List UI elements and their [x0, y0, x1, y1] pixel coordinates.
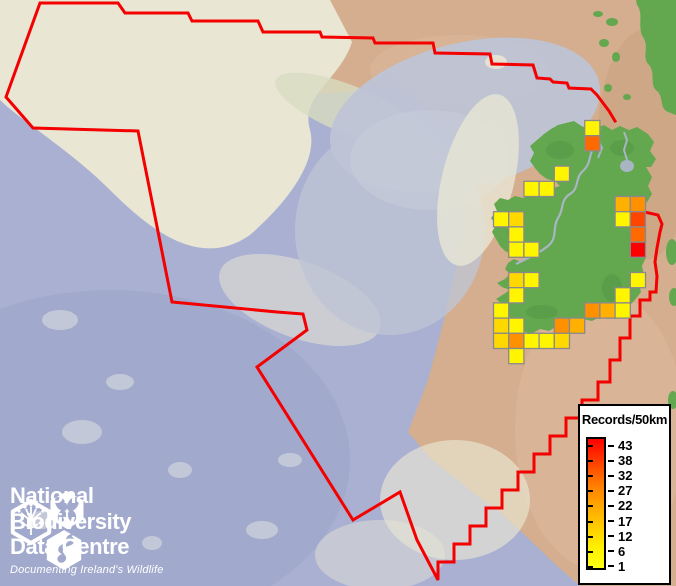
legend-panel: Records/50km 43 38 32 27 22 17 12 6 1	[578, 404, 671, 585]
grid-cell[interactable]	[629, 226, 647, 243]
cream-seamount	[485, 55, 507, 69]
legend-tick	[608, 474, 614, 477]
legend-tick	[608, 565, 614, 568]
grid-cell[interactable]	[492, 302, 510, 319]
legend-title: Records/50km	[581, 412, 668, 427]
legend-color-bar	[586, 437, 606, 570]
legend-tick	[608, 550, 614, 553]
grid-cell[interactable]	[508, 241, 525, 258]
legend-label-row: 43	[608, 438, 668, 453]
grid-cell[interactable]	[492, 317, 510, 334]
grid-cell[interactable]	[538, 332, 555, 350]
legend-label-row: 17	[608, 513, 668, 528]
scottish-islands	[593, 11, 631, 100]
grid-cell[interactable]	[568, 317, 586, 334]
grid-cell[interactable]	[614, 302, 631, 319]
legend-label-row: 1	[608, 559, 668, 574]
grid-cell[interactable]	[508, 332, 525, 350]
grid-cell[interactable]	[629, 211, 647, 228]
grid-cell[interactable]	[508, 347, 525, 365]
lough-neagh	[620, 160, 634, 172]
butterfly-hexagon-icon	[50, 491, 84, 529]
grid-cell[interactable]	[614, 211, 631, 228]
grid-cell[interactable]	[523, 271, 540, 289]
grid-cell[interactable]	[584, 135, 601, 152]
legend-value: 6	[618, 543, 626, 559]
grid-cell[interactable]	[508, 287, 525, 304]
river-shannon	[515, 142, 598, 265]
legend-value: 17	[618, 513, 633, 529]
legend-label-row: 22	[608, 498, 668, 513]
legend-scale-labels: 43 38 32 27 22 17 12 6 1	[608, 438, 668, 574]
legend-value: 38	[618, 453, 633, 469]
cream-canyons2	[315, 520, 445, 586]
grid-cell[interactable]	[584, 302, 601, 319]
grid-cell[interactable]	[629, 195, 647, 213]
grid-cell[interactable]	[553, 165, 571, 182]
legend-value: 27	[618, 483, 633, 499]
legend-label-row: 38	[608, 453, 668, 468]
grid-cell[interactable]	[553, 317, 571, 334]
legend-value: 1	[618, 558, 626, 574]
logo-tagline: Documenting Ireland's Wildlife	[10, 563, 164, 576]
nbdc-logo: National Biodiversity Data Centre Docume…	[10, 483, 164, 576]
legend-value: 32	[618, 468, 633, 484]
grid-cell[interactable]	[614, 287, 631, 304]
cream-canyons	[380, 440, 530, 560]
shelf-cream-band	[0, 0, 352, 249]
grid-cell[interactable]	[508, 271, 525, 289]
legend-tick	[608, 504, 614, 507]
legend-value: 12	[618, 528, 633, 544]
legend-label-row: 32	[608, 468, 668, 483]
seahorse-hexagon-icon	[46, 530, 82, 570]
nbdc-logo-hexagons	[10, 491, 84, 570]
legend-value: 43	[618, 438, 633, 454]
grid-cell[interactable]	[629, 241, 647, 258]
grid-cell[interactable]	[584, 119, 601, 137]
grid-cell[interactable]	[523, 332, 540, 350]
grid-cell[interactable]	[553, 332, 571, 350]
grid-cell[interactable]	[523, 180, 540, 198]
legend-label-row: 12	[608, 529, 668, 544]
grid-cell[interactable]	[523, 241, 540, 258]
legend-tick	[608, 520, 614, 523]
grid-cell[interactable]	[492, 211, 510, 228]
grid-cell[interactable]	[508, 226, 525, 243]
grid-cell[interactable]	[614, 195, 631, 213]
legend-label-row: 27	[608, 483, 668, 498]
grid-cell[interactable]	[492, 332, 510, 350]
grid-cell[interactable]	[538, 180, 555, 198]
grid-cell[interactable]	[508, 317, 525, 334]
legend-tick	[608, 459, 614, 462]
grid-cell[interactable]	[629, 271, 647, 289]
grid-layer	[492, 119, 647, 365]
grid-cell[interactable]	[508, 211, 525, 228]
designated-area-boundary	[4, 1, 664, 581]
legend-value: 22	[618, 498, 633, 514]
tree-hexagon-icon	[10, 499, 52, 545]
grid-cell[interactable]	[599, 302, 616, 319]
legend-label-row: 6	[608, 544, 668, 559]
legend-tick	[608, 489, 614, 492]
legend-tick	[608, 535, 614, 538]
scotland-landmass	[636, 0, 676, 115]
legend-tick	[608, 444, 614, 447]
